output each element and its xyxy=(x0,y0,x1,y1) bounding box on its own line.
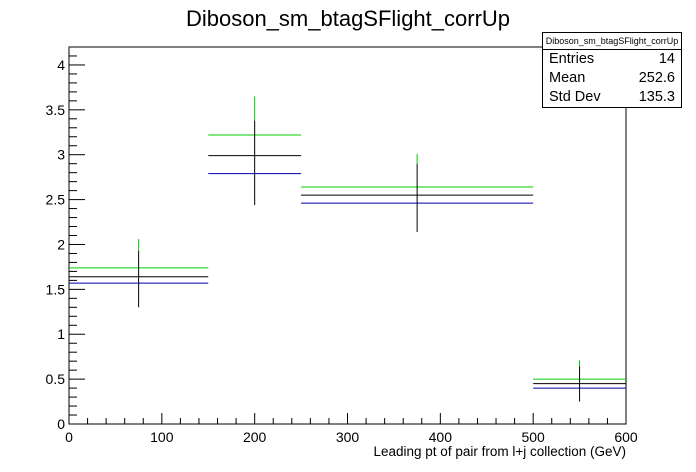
x-tick-label: 100 xyxy=(150,429,174,445)
y-tick-label: 1 xyxy=(57,326,65,342)
stats-stddev-value: 135.3 xyxy=(638,89,675,105)
y-tick-label: 0.5 xyxy=(46,371,66,387)
x-tick-label: 400 xyxy=(429,429,453,445)
chart-title: Diboson_sm_btagSFlight_corrUp xyxy=(186,6,510,31)
y-tick-label: 2 xyxy=(57,236,65,252)
y-tick-label: 0 xyxy=(57,416,65,432)
stats-entries-label: Entries xyxy=(549,51,595,67)
axis-ticks: 0 100 200 300 400 500 600 0 0.5 1 1.5 2 2.5 3 3.5 4 xyxy=(46,46,638,445)
stats-title: Diboson_sm_btagSFlight_corrUp xyxy=(543,33,681,50)
x-tick-label: 0 xyxy=(65,429,73,445)
stats-stddev-label: Std Dev xyxy=(549,89,601,105)
stats-mean-value: 252.6 xyxy=(638,70,675,86)
stats-stddev-row: Std Dev 135.3 xyxy=(543,88,681,107)
y-tick-label: 1.5 xyxy=(46,281,66,297)
stats-entries-row: Entries 14 xyxy=(543,50,681,69)
y-tick-label: 2.5 xyxy=(46,192,66,208)
stats-mean-label: Mean xyxy=(549,70,586,86)
x-tick-label: 600 xyxy=(614,429,638,445)
y-tick-label: 3.5 xyxy=(46,102,66,118)
y-tick-label: 4 xyxy=(57,57,65,73)
x-tick-label: 300 xyxy=(336,429,360,445)
x-tick-label: 200 xyxy=(243,429,267,445)
x-tick-label: 500 xyxy=(521,429,545,445)
stats-entries-value: 14 xyxy=(658,51,675,67)
x-axis-title: Leading pt of pair from l+j collection (… xyxy=(374,444,627,459)
stats-box: Diboson_sm_btagSFlight_corrUp Entries 14… xyxy=(542,32,682,108)
data-series xyxy=(69,96,626,402)
y-tick-label: 3 xyxy=(57,147,65,163)
stats-mean-row: Mean 252.6 xyxy=(543,69,681,88)
